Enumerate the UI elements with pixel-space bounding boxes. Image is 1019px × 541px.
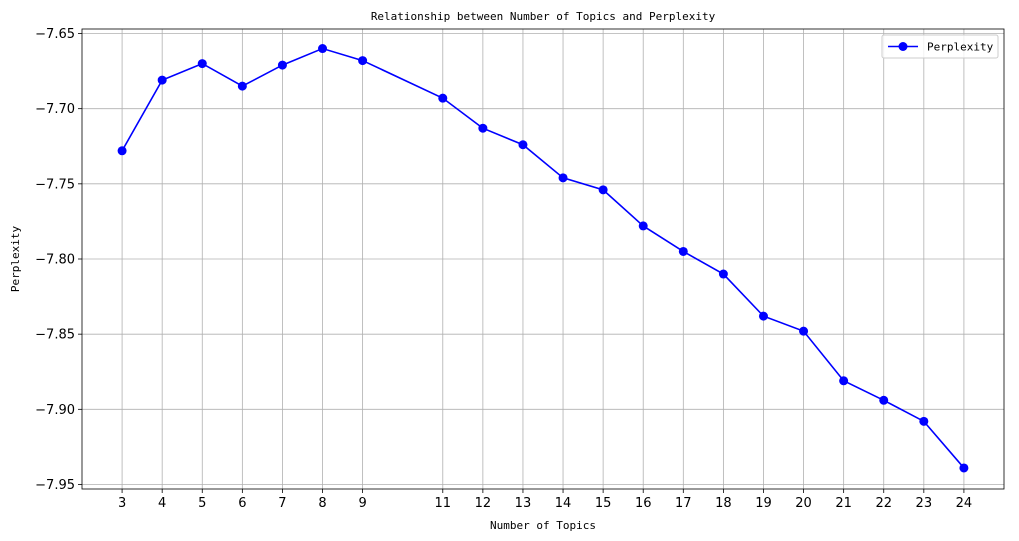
series-line [121,47,965,469]
data-point [959,463,969,473]
marker-layer [117,44,969,473]
data-point [237,81,247,91]
x-tick-label: 13 [515,496,532,511]
x-tick-label: 9 [358,496,366,511]
legend-marker-swatch [898,42,908,51]
x-tick-label: 20 [795,496,812,511]
y-axis-label: Perplexity [9,226,22,293]
y-axis-ticks: −7.65 −7.70 −7.75 −7.80 −7.85 −7.90 −7.95 [35,27,82,493]
x-tick-label: 11 [435,496,452,511]
grid [82,29,1004,489]
legend: Perplexity [881,34,999,59]
data-point [678,246,688,256]
x-tick-label: 23 [916,496,933,511]
y-tick-label: −7.95 [35,478,75,493]
x-tick-label: 12 [475,496,492,511]
series-line-layer [121,47,965,469]
legend-label: Perplexity [927,41,994,54]
x-tick-label: 16 [635,496,652,511]
data-point [358,56,368,66]
x-tick-label: 8 [318,496,326,511]
data-point [598,185,608,195]
y-tick-label: −7.80 [35,253,75,268]
data-point [558,173,568,183]
x-tick-label: 21 [835,496,852,511]
data-point [839,376,849,386]
data-point [197,59,207,69]
data-point [799,326,809,336]
x-tick-label: 3 [118,496,126,511]
y-tick-label: −7.85 [35,328,75,343]
data-point [919,416,929,426]
x-tick-label: 14 [555,496,572,511]
data-point [318,44,328,54]
data-point [758,311,768,321]
y-tick-label: −7.75 [35,177,75,192]
legend-box [881,34,999,59]
x-axis-ticks: 3 4 5 6 7 8 9 11 12 13 14 15 16 17 18 19 20 21 22 23 24 [118,489,972,511]
chart-title: Relationship between Number of Topics an… [371,10,716,23]
data-point [438,93,448,103]
x-tick-label: 7 [278,496,286,511]
x-tick-label: 6 [238,496,246,511]
data-point [718,269,728,279]
data-point [638,221,648,231]
data-point [879,395,889,405]
y-tick-label: −7.70 [35,102,75,117]
x-axis-label: Number of Topics [490,519,596,532]
data-point [157,75,167,85]
y-tick-label: −7.90 [35,403,75,418]
x-tick-label: 5 [198,496,206,511]
data-point [277,60,287,70]
x-tick-label: 24 [956,496,973,511]
data-point [478,123,488,133]
x-tick-label: 17 [675,496,692,511]
x-tick-label: 19 [755,496,772,511]
x-tick-label: 22 [875,496,892,511]
x-tick-label: 4 [158,496,166,511]
x-tick-label: 15 [595,496,612,511]
data-point [518,140,528,150]
data-point [117,146,127,156]
y-tick-label: −7.65 [35,27,75,42]
x-tick-label: 18 [715,496,732,511]
